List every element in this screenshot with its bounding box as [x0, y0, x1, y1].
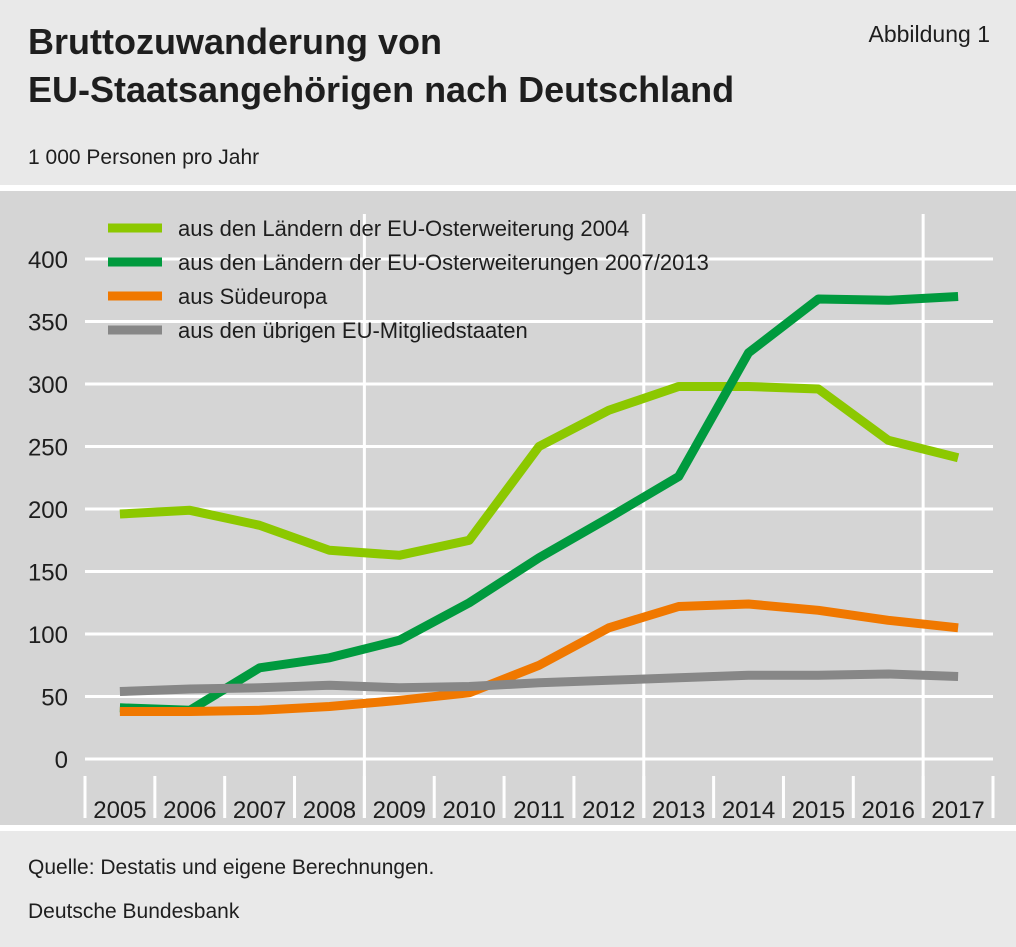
series-line-2 [119, 292, 959, 715]
y-tick-label: 400 [28, 247, 68, 274]
publisher-name: Deutsche Bundesbank [28, 900, 240, 923]
axes: 0 50 100 150 200 250 300 350 400 2005 2006 2007 2008… [28, 247, 995, 824]
legend: aus den Ländern der EU-Osterweiterung 20… [108, 216, 709, 343]
x-tick-label: 2006 [163, 797, 216, 824]
y-tick-label: 300 [28, 372, 68, 399]
figure-label: Abbildung 1 [868, 21, 991, 47]
x-tick-label: 2008 [303, 797, 356, 824]
y-tick-label: 100 [28, 622, 68, 649]
x-tick-label: 2007 [233, 797, 286, 824]
legend-label-2: aus den Ländern der EU-Osterweiterungen … [178, 250, 709, 275]
y-tick-label: 250 [28, 435, 68, 462]
y-tick-label: 0 [55, 747, 68, 774]
x-tick-label: 2015 [792, 797, 845, 824]
x-tick-label: 2009 [373, 797, 426, 824]
series-line-4 [119, 669, 959, 696]
source-note: Quelle: Destatis und eigene Berechnungen… [28, 856, 435, 879]
legend-label-4: aus den übrigen EU-Mitgliedstaaten [178, 318, 528, 343]
x-tick-label: 2013 [652, 797, 705, 824]
x-tick-label: 2017 [931, 797, 984, 824]
chart-panel: 0 50 100 150 200 250 300 350 400 2005 2006 2007 2008… [0, 185, 1016, 831]
x-tick-label: 2010 [442, 797, 495, 824]
chart-title-line-1: Bruttozuwanderung von [28, 21, 442, 62]
line-chart: 0 50 100 150 200 250 300 350 400 2005 2006 2007 2008… [28, 214, 995, 824]
series-line-3 [119, 599, 959, 716]
series-line-1 [119, 382, 960, 560]
unit-label: 1 000 Personen pro Jahr [28, 146, 260, 169]
figure-footer: Quelle: Destatis und eigene Berechnungen… [0, 831, 1016, 947]
chart-title: Bruttozuwanderung von EU-Staatsangehörig… [28, 18, 818, 114]
legend-label-1: aus den Ländern der EU-Osterweiterung 20… [178, 216, 629, 241]
figure-header: Bruttozuwanderung von EU-Staatsangehörig… [0, 0, 1016, 185]
legend-label-3: aus Südeuropa [178, 284, 328, 309]
x-tick-label: 2011 [513, 797, 565, 824]
x-tick-label: 2014 [722, 797, 775, 824]
y-tick-label: 150 [28, 560, 68, 587]
y-tick-label: 350 [28, 310, 68, 337]
x-tick-label: 2016 [862, 797, 915, 824]
chart-title-line-2: EU-Staatsangehörigen nach Deutschland [28, 69, 735, 110]
x-tick-label: 2012 [582, 797, 635, 824]
series-lines [119, 292, 960, 716]
x-tick-label: 2005 [93, 797, 146, 824]
y-tick-label: 50 [41, 685, 68, 712]
y-tick-label: 200 [28, 497, 68, 524]
